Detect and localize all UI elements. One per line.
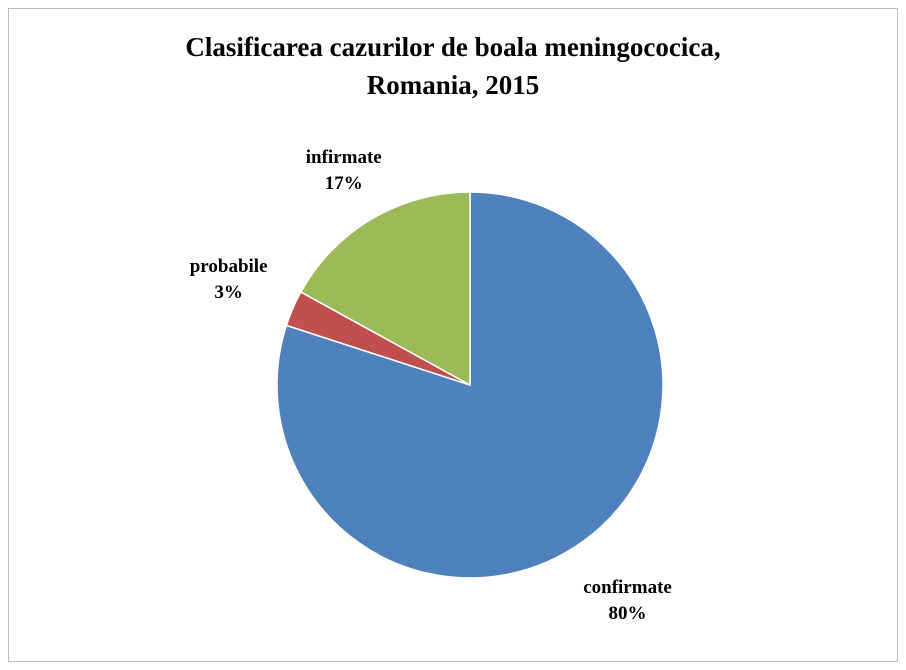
slice-label: confirmate — [583, 577, 672, 598]
slice-label: infirmate — [306, 147, 382, 168]
chart-title: Romania, 2015 — [367, 70, 540, 100]
slice-label: probabile — [190, 256, 268, 277]
chart-title: Clasificarea cazurilor de boala meningoc… — [185, 32, 720, 62]
slice-value-label: 17% — [325, 173, 363, 194]
slice-value-label: 80% — [609, 603, 647, 624]
slice-value-label: 3% — [214, 282, 243, 303]
pie-slice — [299, 191, 471, 387]
